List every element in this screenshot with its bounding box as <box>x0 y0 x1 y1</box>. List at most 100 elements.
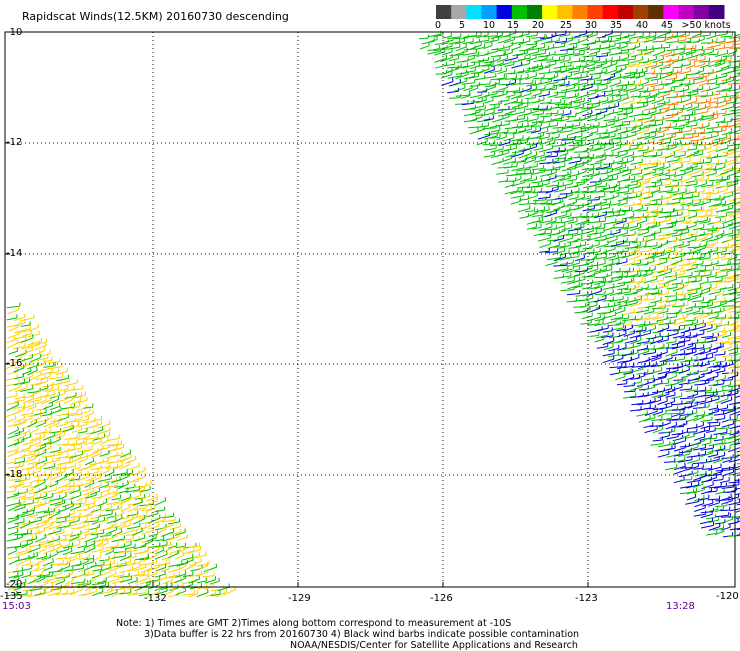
wind-barb-tick <box>681 157 682 160</box>
wind-barb <box>721 100 731 102</box>
wind-barb <box>580 49 589 51</box>
wind-barb-tick <box>716 296 717 300</box>
wind-barb-tick <box>67 368 68 372</box>
wind-barb-tick <box>648 79 649 82</box>
color-swatch <box>572 5 588 19</box>
wind-barb <box>678 424 687 427</box>
wind-barb-tick <box>704 433 705 437</box>
wind-barb <box>720 36 732 37</box>
wind-barb <box>9 351 18 354</box>
wind-barb <box>85 413 94 417</box>
wind-barb-tick <box>109 432 110 435</box>
wind-barb-tick <box>49 439 50 443</box>
wind-barb <box>7 419 16 422</box>
wind-barb-tick <box>615 245 616 249</box>
wind-barb <box>609 111 623 114</box>
wind-barb-tick <box>521 62 522 66</box>
wind-barb <box>680 232 689 234</box>
wind-barb-tick <box>705 244 706 248</box>
wind-barb-tick <box>665 101 666 104</box>
wind-barb-tick <box>30 433 31 437</box>
wind-barb <box>646 357 658 360</box>
wind-barb <box>630 187 641 189</box>
wind-barb <box>569 161 581 163</box>
wind-barb <box>686 181 696 183</box>
wind-barb <box>616 311 626 314</box>
wind-barb-tick <box>708 278 709 282</box>
wind-barb <box>492 91 504 92</box>
wind-barb <box>83 407 92 408</box>
wind-barb <box>601 53 610 55</box>
wind-barb <box>498 50 509 51</box>
wind-barb-tick <box>446 55 447 59</box>
wind-barb <box>547 125 558 127</box>
wind-barb-tick <box>633 374 634 377</box>
wind-barb-tick <box>666 410 667 414</box>
wind-barb-tick <box>482 114 483 117</box>
wind-barb-tick <box>726 56 727 59</box>
wind-barb-tick <box>692 342 693 345</box>
wind-barb <box>574 184 585 187</box>
wind-barb <box>581 179 592 180</box>
wind-barb <box>625 184 637 186</box>
wind-barb <box>574 227 584 229</box>
wind-barb <box>686 337 697 338</box>
wind-barb-tick <box>601 164 602 168</box>
wind-barb-tick <box>669 91 670 95</box>
wind-barb-tick <box>145 467 146 470</box>
wind-barb <box>700 229 713 230</box>
wind-barb-tick <box>127 481 128 484</box>
wind-barb-tick <box>139 463 140 466</box>
wind-barb-tick <box>110 486 111 489</box>
wind-barb <box>595 294 605 295</box>
wind-barb <box>561 228 572 231</box>
wind-barb-tick <box>697 414 698 418</box>
wind-barb <box>714 303 727 307</box>
wind-barb <box>631 173 642 175</box>
wind-barb-tick <box>613 338 614 342</box>
wind-barb-tick <box>724 230 725 233</box>
wind-barb <box>7 343 18 348</box>
wind-barb <box>575 271 587 272</box>
wind-barb-tick <box>32 334 33 337</box>
wind-barb <box>611 227 624 228</box>
wind-barb-tick <box>657 408 658 412</box>
wind-barb <box>735 120 740 122</box>
wind-barb-tick <box>40 434 41 437</box>
wind-barb-tick <box>667 398 668 401</box>
wind-barb-tick <box>584 85 585 88</box>
wind-barb <box>679 151 689 152</box>
wind-barb-tick <box>628 167 629 170</box>
wind-barb <box>8 310 19 314</box>
wind-barb <box>93 419 102 421</box>
wind-barb <box>113 447 124 450</box>
wind-barb <box>667 170 677 171</box>
wind-barb <box>639 191 650 195</box>
wind-barb <box>490 40 499 42</box>
wind-barb <box>442 64 455 66</box>
wind-barb <box>581 135 593 139</box>
wind-barb <box>713 480 723 481</box>
wind-barb-tick <box>737 158 738 161</box>
wind-barb-tick <box>452 54 453 57</box>
wind-barb <box>512 151 524 153</box>
wind-barb-tick <box>703 422 704 426</box>
wind-barb-tick <box>613 260 614 264</box>
wind-barb <box>646 306 656 308</box>
wind-barb <box>665 179 675 180</box>
wind-barb <box>644 262 654 265</box>
wind-barb-tick <box>716 205 717 208</box>
wind-barb <box>688 37 701 39</box>
wind-barb <box>449 98 460 99</box>
wind-barb <box>736 239 740 241</box>
wind-barb <box>665 296 677 297</box>
wind-barb-tick <box>655 414 656 418</box>
wind-barb <box>651 204 662 205</box>
wind-barb <box>589 67 602 69</box>
wind-barb <box>518 103 528 104</box>
wind-barb <box>560 184 573 187</box>
wind-barb-tick <box>724 60 725 63</box>
wind-barb-tick <box>511 155 512 159</box>
wind-barb <box>645 299 655 300</box>
wind-barb <box>736 493 740 495</box>
